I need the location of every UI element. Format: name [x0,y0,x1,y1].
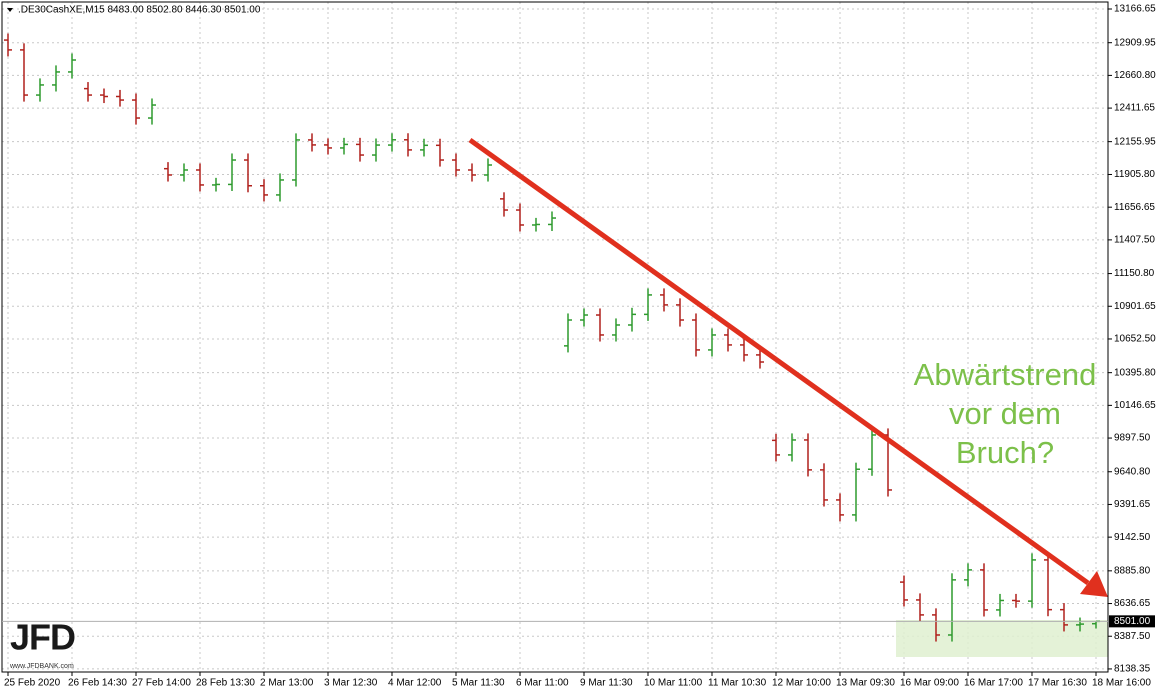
y-tick-label: 11150.80 [1114,268,1155,279]
y-tick-label: 8387.50 [1114,631,1151,642]
x-tick-label: 5 Mar 11:30 [452,678,505,689]
y-tick-label: 10146.65 [1114,400,1156,411]
x-tick-label: 18 Mar 16:00 [1092,678,1151,689]
y-tick-label: 8636.65 [1114,598,1151,609]
x-tick-label: 27 Feb 14:00 [132,678,191,689]
logo-url: www.JFDBANK.com [9,663,74,670]
plot-frame [1,1,1109,673]
y-tick-label: 9640.80 [1114,466,1151,477]
x-tick-label: 9 Mar 11:30 [580,678,633,689]
y-tick-label: 10652.50 [1114,334,1156,345]
x-tick-label: 17 Mar 16:30 [1028,678,1087,689]
y-tick-label: 8885.80 [1114,565,1151,576]
x-tick-label: 4 Mar 12:00 [388,678,442,689]
y-tick-label: 12660.80 [1114,70,1156,81]
y-tick-label: 10901.65 [1114,301,1156,312]
last-price-box [1109,615,1155,628]
x-tick-label: 6 Mar 11:00 [516,678,569,689]
x-tick-label: 28 Feb 13:30 [196,678,255,689]
annotation: Abwärtstrend [914,357,1097,392]
x-tick-label: 11 Mar 10:30 [708,678,767,689]
y-tick-label: 10395.80 [1114,367,1156,378]
menu-arrow [7,8,13,12]
logo: JFD [10,617,75,658]
y-tick-label: 11407.50 [1114,235,1155,246]
trend-arrow [1080,571,1108,597]
y-tick-label: 12411.65 [1114,103,1155,114]
x-tick-label: 12 Mar 10:00 [772,678,831,689]
last-price-label: 8501.00 [1114,616,1151,627]
grid [2,2,1108,672]
y-tick-label: 8138.35 [1114,664,1151,675]
trend-line [468,137,1090,586]
y-tick-label: 11905.80 [1114,169,1155,180]
x-tick-label: 10 Mar 11:00 [644,678,703,689]
x-tick-label: 16 Mar 09:00 [900,678,959,689]
x-tick-label: 25 Feb 2020 [4,678,61,689]
bars [4,33,1100,642]
annotation: vor dem [949,396,1061,431]
y-tick-label: 12155.95 [1114,136,1156,147]
x-tick-label: 3 Mar 12:30 [324,678,378,689]
y-tick-label: 12909.95 [1114,37,1156,48]
y-tick-label: 13166.65 [1114,4,1156,15]
x-tick-label: 2 Mar 13:00 [260,678,314,689]
y-tick-label: 11656.65 [1114,202,1155,213]
y-tick-label: 9391.65 [1114,499,1151,510]
support-zone [896,620,1108,657]
y-tick-label: 9897.50 [1114,433,1151,444]
header: .DE30CashXE,M15 8483.00 8502.80 8446.30 … [18,5,261,16]
y-tick-label: 9142.50 [1114,532,1151,543]
x-tick-label: 16 Mar 17:00 [964,678,1023,689]
x-tick-label: 26 Feb 14:30 [68,678,127,689]
x-tick-label: 13 Mar 09:30 [836,678,895,689]
annotation: Bruch? [956,435,1054,470]
